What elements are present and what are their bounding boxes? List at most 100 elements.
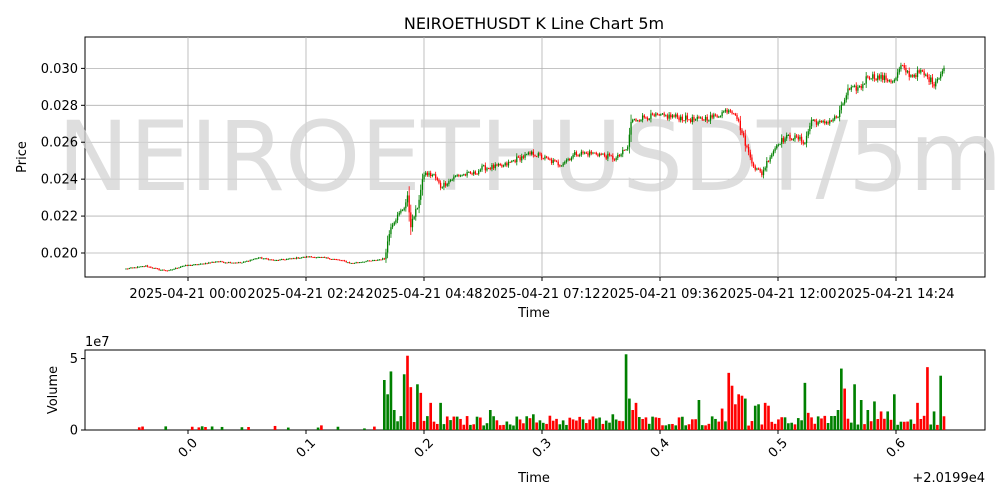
- candle-body: [853, 85, 856, 87]
- volume-bar: [700, 425, 704, 430]
- volume-bar: [442, 424, 446, 430]
- candle-body: [456, 175, 458, 177]
- volume-bar: [687, 424, 691, 430]
- candle-body: [408, 195, 410, 213]
- candle-body: [305, 256, 308, 258]
- volume-bar: [485, 423, 489, 430]
- volume-bar: [522, 423, 525, 430]
- candle-body: [824, 120, 826, 124]
- volume-bar: [840, 368, 843, 430]
- candle-body: [807, 131, 809, 136]
- volume-bar: [869, 421, 873, 430]
- candle-body: [239, 262, 241, 264]
- candle-body: [426, 172, 429, 176]
- candle-body: [249, 260, 251, 262]
- candle-body: [857, 87, 859, 91]
- volume-bar: [286, 427, 290, 430]
- candle-body: [385, 252, 387, 260]
- candle-body: [176, 267, 178, 269]
- candle-body: [257, 257, 260, 259]
- candle-body: [271, 259, 273, 261]
- candle-body: [531, 151, 533, 155]
- candle-body: [315, 257, 318, 259]
- candle-body: [451, 179, 453, 181]
- candle-body: [689, 119, 692, 122]
- volume-bar: [876, 419, 880, 430]
- volume-bar: [664, 425, 668, 430]
- candle-body: [623, 149, 626, 151]
- volume-bar: [426, 416, 429, 430]
- candle-body: [146, 265, 149, 267]
- candle-body: [799, 136, 801, 140]
- candle-body: [193, 264, 195, 266]
- candle-body: [925, 74, 927, 76]
- volume-bar: [200, 426, 204, 430]
- candle-body: [461, 175, 463, 177]
- volume-bar: [883, 418, 886, 430]
- candle-body: [125, 268, 127, 270]
- candle-body: [438, 179, 440, 183]
- candle-body: [888, 80, 891, 82]
- candle-body: [244, 261, 246, 263]
- volume-bar: [492, 416, 495, 430]
- volume-bar: [316, 427, 320, 430]
- volume-bar: [555, 418, 558, 430]
- candle-body: [155, 267, 157, 269]
- candle-body: [400, 210, 402, 213]
- volume-bar: [515, 416, 519, 430]
- candle-body: [403, 208, 405, 210]
- candle-body: [537, 153, 539, 157]
- volume-bar: [581, 419, 585, 430]
- candle-body: [350, 262, 352, 264]
- volume-bar: [608, 422, 611, 430]
- volume-bar: [551, 420, 555, 430]
- candle-body: [782, 138, 785, 142]
- candle-body: [284, 259, 286, 261]
- volume-bar: [240, 427, 244, 430]
- volume-bar: [406, 355, 409, 430]
- volume-bar: [912, 423, 916, 430]
- candle-body: [224, 262, 227, 264]
- volume-bar: [863, 424, 866, 430]
- volume-bar: [859, 400, 863, 430]
- candle-body: [208, 262, 210, 264]
- candle-body: [769, 157, 771, 162]
- candle-body: [545, 156, 548, 158]
- candle-body: [598, 153, 601, 156]
- candle-body: [892, 81, 894, 83]
- volume-bar: [694, 419, 697, 430]
- volume-bar: [790, 422, 793, 430]
- candle-body: [832, 119, 834, 122]
- candle-body: [504, 163, 506, 166]
- candle-body: [706, 116, 708, 121]
- volume-bar: [763, 402, 767, 430]
- candle-body: [685, 115, 687, 121]
- candle-body: [913, 74, 915, 77]
- candle-body: [658, 114, 660, 116]
- candle-body: [522, 156, 525, 158]
- volume-bar: [565, 424, 568, 430]
- candle-body: [393, 222, 395, 225]
- volume-bar: [849, 422, 853, 430]
- candle-body: [241, 262, 243, 264]
- candle-body: [367, 260, 369, 262]
- candle-body: [295, 257, 298, 259]
- candle-body: [507, 161, 510, 166]
- candle-body: [941, 71, 944, 75]
- candle-body: [554, 160, 556, 162]
- volume-bar: [614, 419, 618, 430]
- candle-body: [893, 79, 895, 82]
- candle-body: [936, 78, 939, 82]
- candle-body: [693, 116, 695, 121]
- candle-body: [140, 266, 142, 268]
- candle-body: [158, 268, 160, 271]
- volume-bar: [459, 418, 462, 430]
- volume-bar: [416, 384, 419, 430]
- volume-bar: [760, 424, 764, 430]
- candle-body: [575, 152, 578, 156]
- price-x-tick-label: 2025-04-21 07:12: [483, 287, 600, 302]
- candle-body: [817, 122, 819, 125]
- candle-body: [787, 134, 790, 136]
- candle-body: [873, 74, 876, 79]
- candle-body: [471, 173, 473, 175]
